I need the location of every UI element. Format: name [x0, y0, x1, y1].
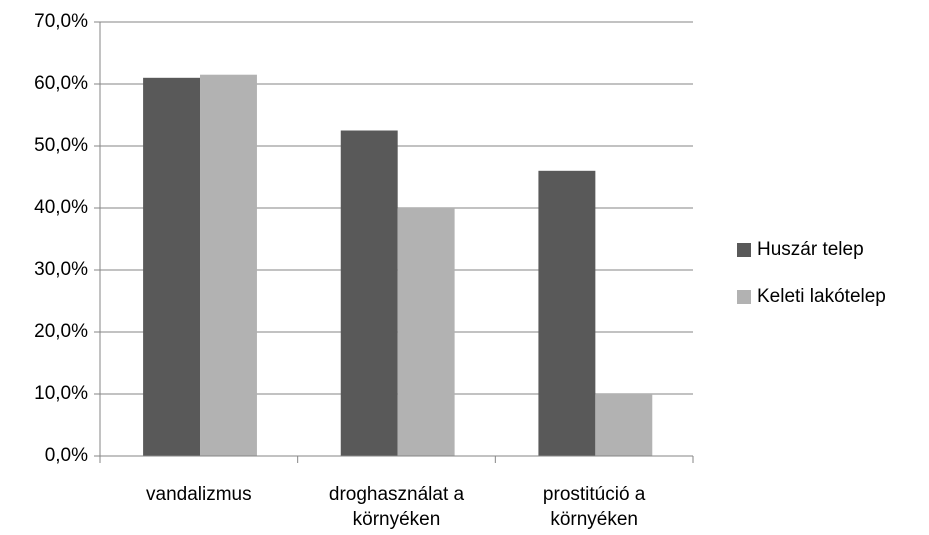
y-tick-label: 50,0%	[34, 135, 88, 156]
legend-label: Keleti lakótelep	[757, 286, 886, 307]
y-tick-label: 70,0%	[34, 11, 88, 32]
y-tick-label: 60,0%	[34, 73, 88, 94]
legend-swatch	[737, 290, 751, 304]
y-tick-label: 10,0%	[34, 383, 88, 404]
legend-swatch	[737, 243, 751, 257]
x-tick-label: vandalizmus	[146, 484, 252, 505]
y-tick-label: 40,0%	[34, 197, 88, 218]
x-tick-label: prostitúció a környéken	[542, 484, 646, 530]
bar	[143, 77, 201, 457]
bar	[595, 394, 653, 456]
y-tick-label: 0,0%	[45, 445, 88, 466]
y-tick-label: 20,0%	[34, 321, 88, 342]
x-tick-label: droghasználat a környéken	[328, 484, 465, 530]
bar	[200, 74, 257, 456]
legend-label: Huszár telep	[757, 239, 864, 260]
bar	[340, 130, 398, 456]
y-tick-label: 30,0%	[34, 259, 88, 280]
bar	[397, 208, 455, 456]
bar	[538, 170, 596, 457]
